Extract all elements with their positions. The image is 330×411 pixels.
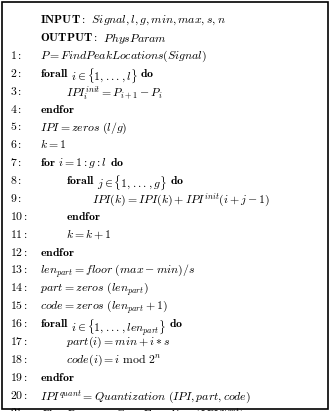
Text: $IPI(k) = IPI(k) + IPI^{init}(i + j - 1)$: $IPI(k) = IPI(k) + IPI^{init}(i + j - 1)… [92, 192, 271, 209]
Text: $\mathbf{end for}$: $\mathbf{end for}$ [40, 246, 75, 259]
Text: $i \in \{1, ..., l\}$: $i \in \{1, ..., l\}$ [71, 67, 138, 85]
Text: $Signal, l, g, min, max, s, n$: $Signal, l, g, min, max, s, n$ [88, 13, 226, 27]
Text: $\mathbf{end for}$: $\mathbf{end for}$ [40, 103, 75, 115]
Text: $\mathbf{end for}$: $\mathbf{end for}$ [66, 210, 101, 223]
Text: $\mathbf{for all}$: $\mathbf{for all}$ [66, 174, 95, 187]
Text: $13:$: $13:$ [10, 263, 28, 277]
Text: $\mathbf{for all}$: $\mathbf{for all}$ [40, 317, 68, 330]
Text: $7:$: $7:$ [10, 156, 22, 169]
Text: $10:$: $10:$ [10, 210, 28, 223]
Text: $k = 1$: $k = 1$ [40, 138, 66, 151]
Text: $part(i) = min + i * s$: $part(i) = min + i * s$ [66, 335, 171, 350]
Text: $P = FindPeakLocations(Signal)$: $P = FindPeakLocations(Signal)$ [40, 49, 206, 64]
Text: $\mathbf{INPUT:}$: $\mathbf{INPUT:}$ [40, 13, 85, 26]
Text: $\mathbf{end for}$: $\mathbf{end for}$ [40, 371, 75, 384]
Text: $5:$: $5:$ [10, 120, 22, 134]
Text: $IPI^{quant} = Quantization\ (IPI, part, code)$: $IPI^{quant} = Quantization\ (IPI, part,… [40, 389, 250, 406]
Text: $\mathbf{for}$: $\mathbf{for}$ [40, 156, 56, 169]
Text: $15:$: $15:$ [10, 299, 28, 312]
Text: $IPI = zeros\ (l/g)$: $IPI = zeros\ (l/g)$ [40, 120, 127, 136]
Text: $6:$: $6:$ [10, 138, 22, 151]
Text: $j \in \{1, ..., g\}$: $j \in \{1, ..., g\}$ [97, 174, 167, 192]
Text: $3:$: $3:$ [10, 85, 22, 98]
Text: $\mathbf{for all}$: $\mathbf{for all}$ [40, 67, 68, 80]
Text: $18:$: $18:$ [10, 353, 28, 366]
Text: $PhysParam$: $PhysParam$ [100, 31, 167, 46]
Text: $8:$: $8:$ [10, 174, 22, 187]
Text: $12:$: $12:$ [10, 246, 28, 259]
Text: $PhysParam = GrayEncoding\ (IPI^{quant})$: $PhysParam = GrayEncoding\ (IPI^{quant})… [40, 406, 245, 411]
Text: $k = k + 1$: $k = k + 1$ [66, 228, 112, 241]
Text: $2:$: $2:$ [10, 67, 22, 80]
Text: $IPI_i^{init} = P_{i+1} - P_i$: $IPI_i^{init} = P_{i+1} - P_i$ [66, 85, 163, 102]
Text: $16:$: $16:$ [10, 317, 28, 330]
Text: $21:$: $21:$ [10, 406, 28, 411]
Text: $\mathbf{do}$: $\mathbf{do}$ [140, 67, 154, 80]
Text: $17:$: $17:$ [10, 335, 28, 348]
Text: $\mathbf{do}$: $\mathbf{do}$ [169, 317, 183, 330]
Text: $11:$: $11:$ [10, 228, 28, 241]
Text: $20:$: $20:$ [10, 389, 28, 402]
Text: $code = zeros\ (len_{part} + 1)$: $code = zeros\ (len_{part} + 1)$ [40, 299, 168, 316]
Text: $9:$: $9:$ [10, 192, 22, 205]
Text: $part = zeros\ (len_{part})$: $part = zeros\ (len_{part})$ [40, 281, 148, 298]
Text: $4:$: $4:$ [10, 103, 22, 115]
Text: $14:$: $14:$ [10, 281, 28, 294]
Text: $len_{part} = floor\ (max - min)/s$: $len_{part} = floor\ (max - min)/s$ [40, 263, 195, 280]
Text: $code(i) = i\ \mathrm{mod}\ 2^n$: $code(i) = i\ \mathrm{mod}\ 2^n$ [66, 353, 161, 368]
Text: $1:$: $1:$ [10, 49, 22, 62]
Text: $\mathbf{do}$: $\mathbf{do}$ [170, 174, 184, 187]
Text: $i \in \{1, ..., len_{part}\}$: $i \in \{1, ..., len_{part}\}$ [71, 317, 166, 338]
Text: $\mathbf{OUTPUT:}$: $\mathbf{OUTPUT:}$ [40, 31, 97, 44]
Text: $19:$: $19:$ [10, 371, 28, 384]
Text: $i = 1 : g : l$: $i = 1 : g : l$ [58, 156, 107, 170]
Text: $\mathbf{do}$: $\mathbf{do}$ [110, 156, 124, 169]
